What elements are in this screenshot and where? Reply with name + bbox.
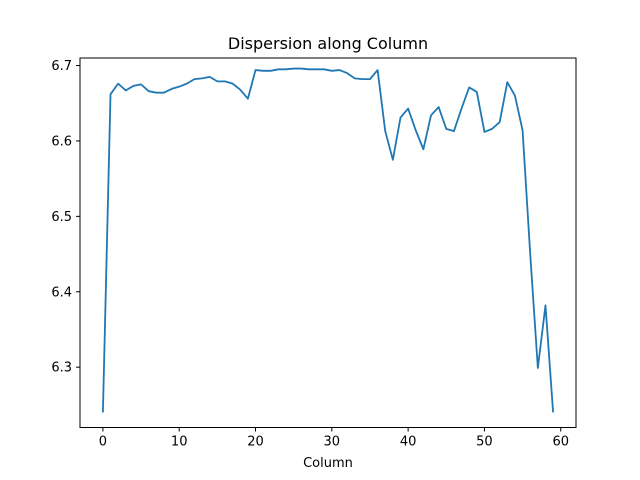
x-axis: 0 10 20 30 40 50 60: [99, 427, 569, 450]
y-tick-label: 6.3: [51, 361, 72, 376]
y-tick-label: 6.7: [51, 59, 72, 74]
y-tick-label: 6.4: [51, 285, 72, 300]
chart-title: Dispersion along Column: [228, 34, 428, 53]
y-tick-label: 6.6: [51, 134, 72, 149]
y-tick-label: 6.5: [51, 210, 72, 225]
x-tick-label: 0: [99, 435, 107, 450]
series-layer: [101, 67, 555, 413]
y-axis: 6.3 6.4 6.5 6.6 6.7: [51, 59, 80, 376]
x-tick-label: 60: [552, 435, 569, 450]
x-tick-label: 30: [324, 435, 341, 450]
series-line: [101, 67, 555, 413]
x-axis-label: Column: [303, 456, 353, 471]
x-tick-label: 50: [476, 435, 493, 450]
x-tick-label: 20: [247, 435, 264, 450]
x-tick-label: 10: [171, 435, 188, 450]
x-tick-label: 40: [400, 435, 417, 450]
plot-area-frame: [79, 57, 577, 428]
